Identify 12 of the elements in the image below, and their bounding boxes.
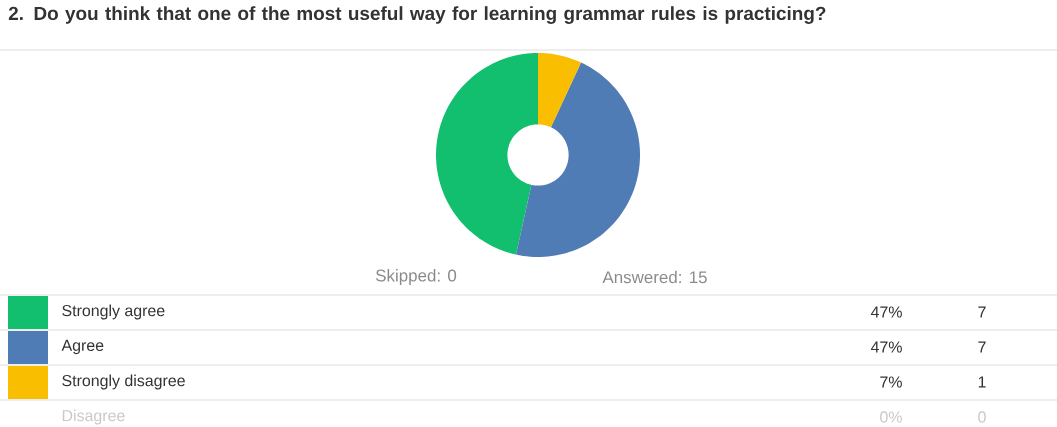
text: Answered: 15 (602, 270, 707, 284)
legend-label: Agree (61, 339, 104, 355)
data-label: 47% (870, 306, 902, 318)
chart-title: 2. Do you think that one of the most useful way for learning grammar rules is practicing? (8, 6, 826, 24)
data-label: 47% (870, 341, 902, 353)
legend-label: Strongly disagree (62, 374, 185, 390)
text: Skipped: 0 (375, 269, 457, 285)
data-label: 7% (880, 376, 902, 388)
text: 1 (978, 376, 986, 388)
text: 7 (978, 306, 986, 318)
legend-label: Strongly agree (62, 304, 165, 320)
text: 7 (978, 341, 986, 353)
